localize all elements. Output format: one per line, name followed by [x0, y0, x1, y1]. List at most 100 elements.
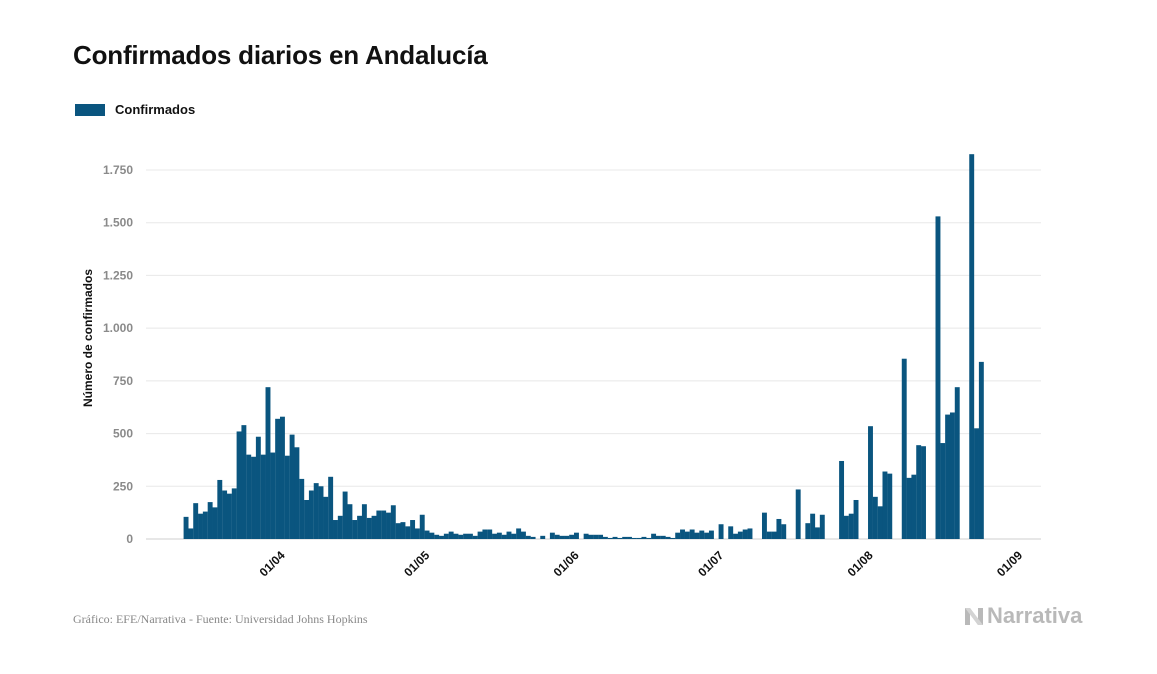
bar	[675, 532, 681, 539]
bar	[747, 528, 753, 539]
bar	[429, 532, 435, 539]
narrativa-logo-icon	[965, 608, 983, 625]
bar	[299, 478, 305, 539]
bar	[381, 510, 387, 539]
bar	[198, 513, 203, 539]
bar	[386, 512, 391, 539]
bar	[323, 496, 329, 539]
x-tick-label: 01/07	[695, 548, 726, 579]
bar	[289, 434, 295, 539]
legend-swatch	[75, 103, 105, 116]
bar	[549, 532, 555, 539]
y-axis-label: Número de confirmados	[81, 269, 95, 407]
bar	[516, 528, 522, 539]
bar	[680, 529, 685, 539]
bar	[940, 443, 946, 539]
bar	[496, 532, 502, 539]
bar	[978, 361, 984, 539]
bar	[627, 536, 632, 539]
bar	[945, 414, 951, 539]
bar	[559, 535, 565, 539]
bar	[776, 518, 782, 539]
bar	[670, 537, 676, 539]
bar	[212, 507, 218, 539]
bar	[313, 483, 319, 539]
bar	[588, 534, 594, 539]
bar	[602, 536, 608, 539]
brand-logo: Narrativa	[963, 603, 1082, 629]
bar	[294, 447, 300, 539]
bar	[612, 536, 618, 539]
bar	[564, 535, 570, 539]
y-tick-label: 500	[113, 427, 133, 441]
bar	[328, 476, 334, 539]
bar	[448, 531, 454, 539]
bar	[193, 503, 199, 539]
bar	[453, 533, 459, 539]
bar	[472, 535, 478, 539]
bar	[202, 511, 208, 539]
bar	[583, 533, 589, 539]
bar	[911, 474, 917, 539]
x-tick-label: 01/04	[257, 548, 288, 579]
bar	[853, 499, 859, 539]
bar	[265, 387, 271, 539]
bar	[458, 534, 464, 539]
bar	[482, 529, 488, 539]
bar	[284, 455, 290, 539]
y-tick-label: 250	[113, 479, 133, 493]
x-tick-label: 01/05	[401, 548, 432, 579]
bar	[733, 533, 738, 539]
y-tick-label: 0	[126, 532, 133, 546]
bar	[434, 534, 440, 539]
bar	[366, 517, 372, 539]
bar	[622, 536, 628, 539]
bar	[795, 489, 801, 539]
bar	[916, 445, 922, 539]
bar	[467, 533, 473, 539]
bar	[689, 529, 695, 539]
bar	[530, 536, 536, 539]
bar	[207, 502, 213, 539]
bar	[439, 535, 444, 539]
bar	[684, 531, 690, 539]
bar	[443, 533, 449, 539]
x-tick-label: 01/08	[845, 548, 876, 579]
bar	[236, 431, 242, 539]
bar	[424, 530, 430, 539]
bar	[357, 515, 363, 539]
bar	[304, 499, 310, 539]
bar	[766, 531, 772, 539]
bar	[694, 532, 700, 539]
y-tick-label: 750	[113, 374, 133, 388]
bar	[333, 520, 338, 539]
bar	[771, 531, 777, 539]
bar	[410, 520, 416, 539]
bar	[188, 528, 194, 539]
bar	[371, 515, 377, 539]
bar	[665, 536, 671, 539]
bar	[400, 522, 406, 539]
bar	[593, 534, 599, 539]
bar	[872, 496, 878, 539]
bar	[501, 534, 507, 539]
bar	[742, 529, 748, 539]
bar	[395, 523, 401, 539]
bar	[660, 535, 666, 539]
bar	[699, 530, 705, 539]
bar	[781, 524, 787, 539]
legend: Confirmados	[75, 102, 195, 117]
bar	[708, 530, 714, 539]
bar	[805, 523, 811, 539]
bar	[839, 460, 845, 539]
bar-chart: 0 250 500 750 1.000 1.250 1.500 1.750 Número de …	[81, 154, 1041, 579]
bar	[737, 531, 743, 539]
bar	[463, 533, 469, 539]
bar	[260, 454, 266, 539]
bar	[848, 513, 854, 539]
bar	[318, 486, 324, 539]
bar	[728, 526, 734, 539]
bar	[646, 537, 652, 539]
bar	[651, 533, 657, 539]
bar	[921, 446, 926, 539]
